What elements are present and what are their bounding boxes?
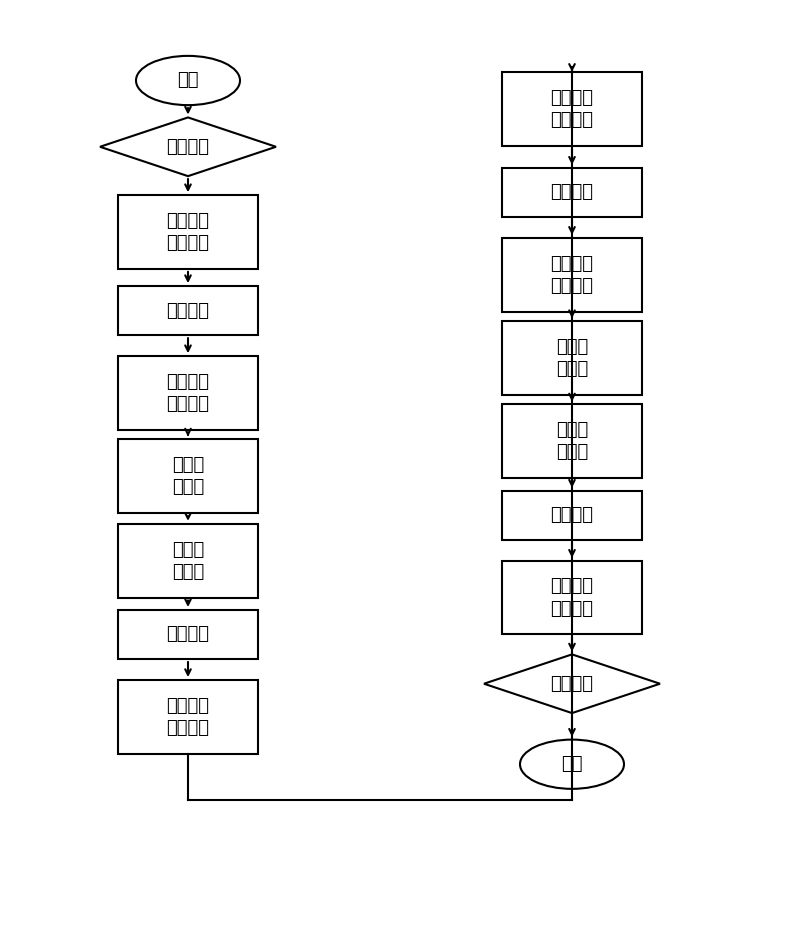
Bar bbox=[502, 238, 642, 312]
Text: 开始: 开始 bbox=[178, 71, 198, 90]
Text: 结束: 结束 bbox=[562, 755, 582, 774]
Text: 实时监控
数据检查: 实时监控 数据检查 bbox=[166, 697, 210, 737]
Text: 测试准备: 测试准备 bbox=[166, 137, 210, 156]
Text: 数字衰
减测试: 数字衰 减测试 bbox=[172, 456, 204, 496]
Text: 带内波
动测试: 带内波 动测试 bbox=[556, 421, 588, 461]
Text: 增益测试: 增益测试 bbox=[550, 183, 594, 202]
Bar bbox=[118, 195, 258, 269]
Bar bbox=[502, 72, 642, 146]
Text: 自动电平
控制测试: 自动电平 控制测试 bbox=[550, 255, 594, 295]
Text: 上行射频
通路切换: 上行射频 通路切换 bbox=[166, 212, 210, 252]
Text: 互调测试: 互调测试 bbox=[166, 625, 210, 644]
Bar bbox=[118, 610, 258, 659]
Bar bbox=[502, 404, 642, 478]
Bar bbox=[118, 286, 258, 335]
Bar bbox=[502, 168, 642, 217]
Bar bbox=[118, 524, 258, 598]
Bar bbox=[118, 356, 258, 430]
Text: 实时监控
数据检查: 实时监控 数据检查 bbox=[550, 578, 594, 617]
Bar bbox=[118, 439, 258, 513]
Bar bbox=[502, 491, 642, 540]
Text: 自动电平
控制测试: 自动电平 控制测试 bbox=[166, 373, 210, 413]
Bar bbox=[118, 680, 258, 754]
Text: 测试扫尾: 测试扫尾 bbox=[550, 674, 594, 693]
Bar bbox=[502, 321, 642, 395]
Text: 数字衰
减测试: 数字衰 减测试 bbox=[556, 338, 588, 378]
Text: 下行射频
通路切换: 下行射频 通路切换 bbox=[550, 89, 594, 129]
Text: 互调测试: 互调测试 bbox=[550, 506, 594, 525]
Text: 带内波
动测试: 带内波 动测试 bbox=[172, 541, 204, 581]
Bar bbox=[502, 561, 642, 634]
Text: 增益测试: 增益测试 bbox=[166, 301, 210, 320]
